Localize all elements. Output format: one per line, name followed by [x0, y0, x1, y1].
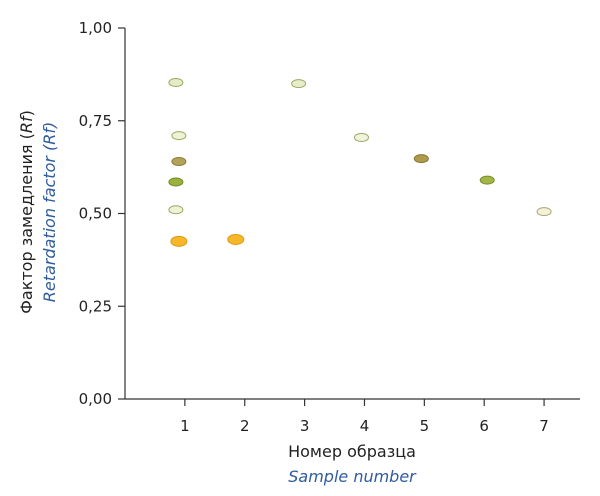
- data-point: [171, 157, 187, 167]
- x-tick-label: 7: [539, 417, 549, 435]
- data-point: [170, 235, 188, 247]
- data-points: [168, 78, 552, 247]
- x-tick-label: 5: [420, 417, 430, 435]
- data-point: [353, 132, 369, 142]
- x-axis-title: Номер образца: [288, 442, 416, 461]
- x-tick-label: 2: [240, 417, 250, 435]
- y-axis-title: Фактор замедления (Rf): [17, 110, 36, 314]
- y-axis-title-italic: Rf: [17, 114, 36, 133]
- axes: [124, 28, 580, 400]
- data-point: [168, 205, 184, 215]
- y-tick-label: 0,00: [79, 390, 112, 408]
- y-tick-label: 0,25: [79, 297, 112, 315]
- x-tick-label: 6: [479, 417, 489, 435]
- data-point: [479, 175, 495, 185]
- data-point: [291, 79, 307, 89]
- x-tick-label: 4: [360, 417, 370, 435]
- x-ticks: 1 2 3 4 5 6 7: [180, 399, 549, 435]
- data-point: [536, 207, 552, 217]
- y-axis-title-en: Retardation factor (Rf): [40, 122, 59, 303]
- y-tick-label: 0,50: [79, 205, 112, 223]
- data-point: [168, 177, 184, 187]
- x-axis-title-en: Sample number: [288, 467, 417, 486]
- y-axis-title-suffix: ): [17, 110, 36, 116]
- data-point: [227, 233, 245, 245]
- data-point: [171, 131, 187, 141]
- data-point: [413, 154, 429, 164]
- data-point: [168, 78, 184, 88]
- y-axis-title-prefix: Фактор замедления (: [17, 133, 36, 314]
- x-tick-label: 1: [180, 417, 190, 435]
- x-tick-label: 3: [300, 417, 310, 435]
- y-tick-label: 0,75: [79, 112, 112, 130]
- y-tick-label: 1,00: [79, 19, 112, 37]
- y-ticks: 0,00 0,25 0,50 0,75 1,00: [79, 19, 125, 408]
